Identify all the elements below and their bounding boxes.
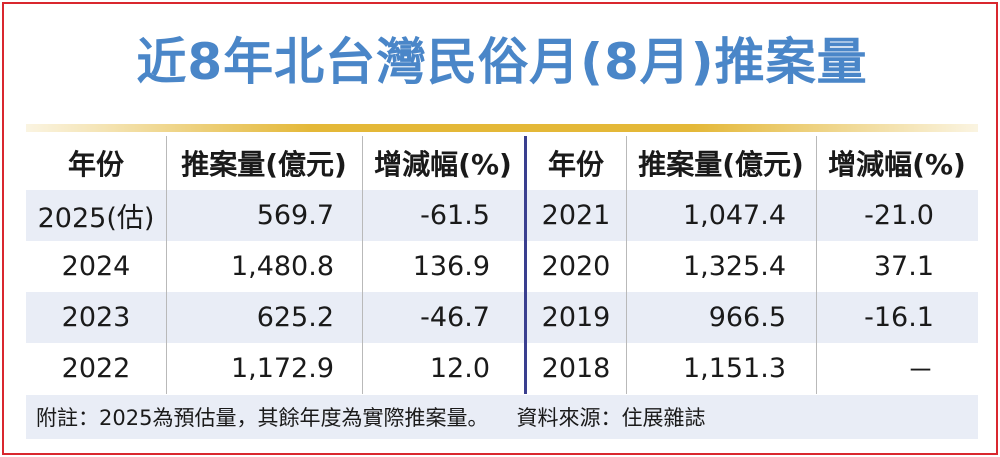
year-cell: 2020 <box>541 251 611 282</box>
change-cell: -46.7 <box>420 302 490 333</box>
change-cell: -21.0 <box>864 200 934 231</box>
column-divider <box>626 136 627 394</box>
year-cell: 2024 <box>61 251 131 282</box>
change-cell: -16.1 <box>864 302 934 333</box>
column-divider <box>166 136 167 394</box>
footnote-note: 附註：2025為預估量，其餘年度為實際推案量。 <box>36 406 489 430</box>
half-divider <box>524 136 527 394</box>
change-cell: 12.0 <box>429 353 490 384</box>
year-cell: 2023 <box>61 302 131 333</box>
year-cell: 2022 <box>61 353 131 384</box>
table-header-row: 年份 推案量(億元) 增減幅(%) 年份 推案量(億元) 增減幅(%) <box>26 136 978 190</box>
table-row: 2024 1,480.8 136.9 2020 1,325.4 37.1 <box>26 241 978 292</box>
chart-title: 近8年北台灣民俗月(8月)推案量 <box>136 33 868 91</box>
volume-cell: 1,151.3 <box>682 353 786 384</box>
change-cell: － <box>907 356 934 387</box>
footnote: 附註：2025為預估量，其餘年度為實際推案量。 資料來源：住展雜誌 <box>26 395 978 439</box>
table-row: 2023 625.2 -46.7 2019 966.5 -16.1 <box>26 292 978 343</box>
column-divider <box>362 136 363 394</box>
header-year-right: 年份 <box>547 148 604 181</box>
year-cell: 2021 <box>541 200 611 231</box>
change-cell: -61.5 <box>420 200 490 231</box>
volume-cell: 625.2 <box>256 302 334 333</box>
volume-cell: 1,047.4 <box>682 200 786 231</box>
header-change-left: 增減幅(%) <box>374 148 512 181</box>
volume-cell: 1,480.8 <box>230 251 334 282</box>
header-volume-right: 推案量(億元) <box>638 148 804 181</box>
year-cell: 2025(估) <box>37 203 155 234</box>
footnote-source: 資料來源：住展雜誌 <box>516 406 706 430</box>
header-volume-left: 推案量(億元) <box>181 148 347 181</box>
header-change-right: 增減幅(%) <box>828 148 966 181</box>
table-row: 2025(估) 569.7 -61.5 2021 1,047.4 -21.0 <box>26 190 978 241</box>
volume-cell: 966.5 <box>708 302 786 333</box>
column-divider <box>816 136 817 394</box>
volume-cell: 1,325.4 <box>682 251 786 282</box>
title-underline <box>26 124 978 132</box>
change-cell: 37.1 <box>873 251 934 282</box>
volume-cell: 1,172.9 <box>230 353 334 384</box>
year-cell: 2018 <box>541 353 611 384</box>
table-row: 2022 1,172.9 12.0 2018 1,151.3 － <box>26 343 978 394</box>
change-cell: 136.9 <box>412 251 490 282</box>
data-table: 年份 推案量(億元) 增減幅(%) 年份 推案量(億元) 增減幅(%) 2025… <box>26 136 978 394</box>
volume-cell: 569.7 <box>256 200 334 231</box>
year-cell: 2019 <box>541 302 611 333</box>
header-year-left: 年份 <box>67 148 124 181</box>
